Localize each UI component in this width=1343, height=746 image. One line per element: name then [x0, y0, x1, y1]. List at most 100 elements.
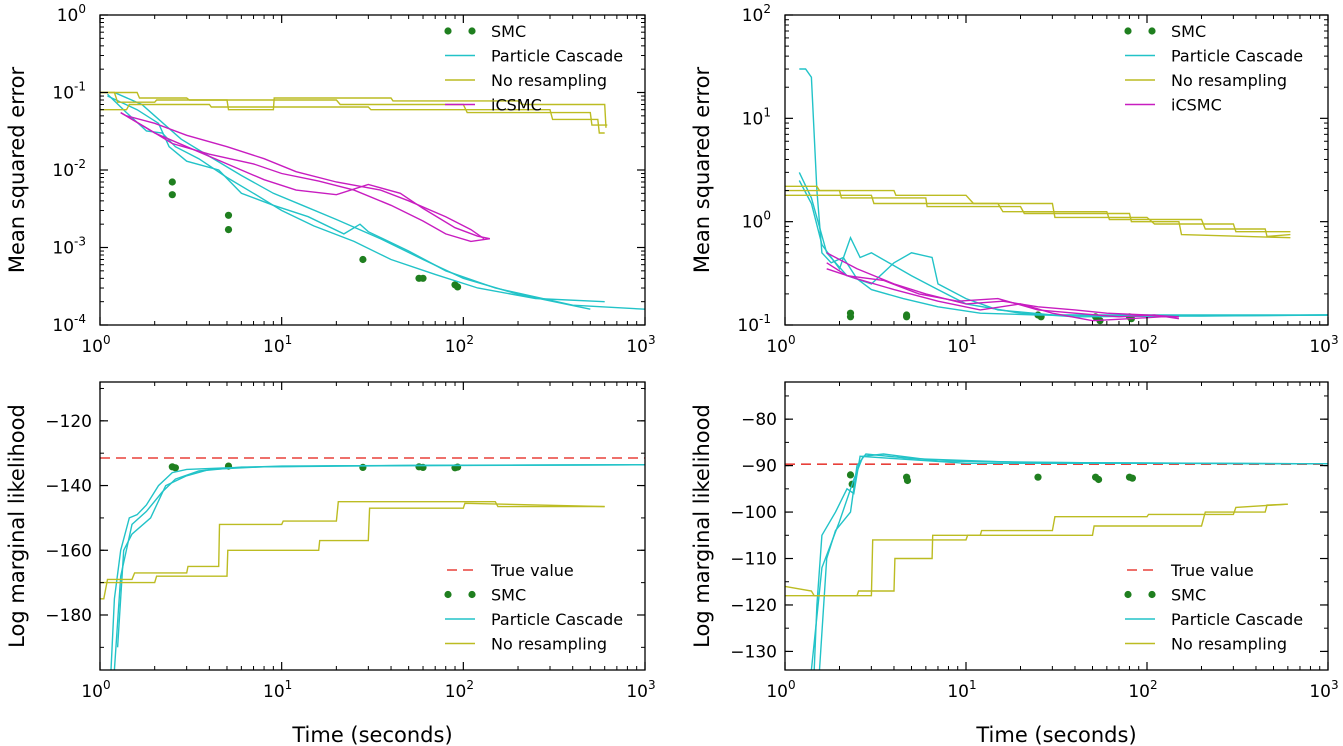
y-axis-label: Log marginal likelihood	[5, 404, 29, 648]
axes-frame	[784, 14, 1329, 326]
smc-point	[1034, 473, 1042, 481]
y-tick-label: 100	[742, 209, 771, 233]
nores-series-line	[785, 194, 1291, 238]
smc-point	[419, 274, 427, 282]
x-tick-label: 101	[947, 333, 976, 357]
x-axis-label: Time (seconds)	[975, 723, 1136, 746]
legend-marker	[468, 590, 476, 599]
legend-label: Particle Cascade	[491, 47, 623, 66]
icsmc-series-line	[120, 111, 490, 243]
y-tick-label: 102	[742, 2, 771, 26]
smc-point	[1095, 475, 1103, 484]
legend: True value SMC Particle Cascade No resampli…	[1124, 561, 1303, 654]
legend-label: iCSMC	[1171, 96, 1222, 115]
x-tick-label: 100	[766, 333, 795, 357]
smc-point	[171, 464, 179, 472]
smc-point	[224, 211, 233, 219]
y-tick-label: −140	[45, 477, 92, 497]
x-tick-label: 101	[263, 333, 292, 357]
legend: SMC Particle Cascade No resampling iCSMC	[1124, 22, 1303, 115]
legend-label: True value	[490, 561, 574, 580]
y-tick-label: −180	[45, 606, 92, 626]
plot-area	[100, 457, 645, 670]
x-tick-label: 102	[1128, 678, 1157, 702]
y-axis-label: Log marginal likelihood	[690, 404, 714, 648]
legend-label: No resampling	[491, 71, 607, 90]
y-tick-label: −130	[730, 642, 777, 662]
icsmc-series-line	[826, 252, 1179, 318]
nores-series-line	[785, 189, 1291, 239]
x-tick-label: 101	[263, 678, 292, 702]
plot-area	[785, 453, 1328, 670]
x-tick-label: 102	[445, 678, 474, 702]
smc-point	[224, 226, 233, 234]
axes-frame	[99, 381, 646, 671]
legend-label: SMC	[491, 22, 526, 41]
smc-point	[454, 283, 462, 291]
icsmc-series-line	[826, 262, 1180, 320]
smc-point	[168, 191, 176, 199]
y-tick-label: −120	[45, 412, 92, 432]
y-tick-label: 100	[57, 2, 86, 26]
x-tick-label: 100	[81, 678, 110, 702]
nores-series-line	[100, 91, 607, 128]
cascade-series-line	[107, 93, 605, 303]
x-tick-label: 103	[626, 333, 655, 357]
icsmc-series-line	[126, 115, 485, 240]
axes-frame	[784, 381, 1329, 671]
smc-point	[168, 178, 176, 186]
cascade-series-line	[798, 172, 1328, 317]
legend-label: iCSMC	[491, 96, 542, 115]
y-tick-label: 10-2	[52, 157, 86, 181]
legend: SMC Particle Cascade No resampling iCSMC	[444, 22, 623, 115]
nores-series-line	[100, 103, 605, 134]
cascade-series-line	[810, 453, 1328, 670]
y-tick-label: −90	[741, 457, 777, 477]
cascade-series-line	[116, 464, 645, 648]
legend-label: SMC	[491, 586, 526, 605]
x-tick-label: 103	[1309, 333, 1338, 357]
smc-point	[903, 313, 911, 321]
cascade-series-line	[107, 95, 645, 310]
y-tick-label: −160	[45, 541, 92, 561]
smc-point	[903, 476, 912, 485]
legend: True value SMC Particle Cascade No resampli…	[444, 561, 623, 654]
nores-series-line	[100, 501, 605, 600]
legend-marker	[1124, 590, 1132, 599]
nores-series-line	[785, 503, 1288, 597]
x-tick-label: 102	[445, 333, 474, 357]
legend-label: No resampling	[1171, 71, 1287, 90]
x-tick-label: 103	[1309, 678, 1338, 702]
legend-marker	[1124, 27, 1132, 35]
legend-label: True value	[1170, 561, 1254, 580]
smc-point	[846, 471, 855, 479]
legend-label: Particle Cascade	[491, 610, 623, 629]
legend-label: No resampling	[1171, 635, 1287, 654]
icsmc-series-line	[120, 111, 491, 240]
y-tick-label: −110	[730, 550, 777, 570]
nores-series-line	[100, 91, 608, 126]
smc-point	[359, 463, 367, 471]
smc-point	[1128, 474, 1136, 482]
y-tick-label: −100	[730, 503, 777, 523]
plot-area	[785, 68, 1328, 325]
legend-marker	[1148, 27, 1156, 35]
legend-label: No resampling	[491, 635, 607, 654]
y-tick-label: 10-1	[52, 80, 86, 104]
y-tick-label: 101	[742, 105, 771, 129]
x-tick-label: 100	[81, 333, 110, 357]
legend-label: Particle Cascade	[1171, 610, 1303, 629]
x-axis-label: Time (seconds)	[291, 723, 452, 746]
legend-label: Particle Cascade	[1171, 47, 1303, 66]
legend-marker	[444, 27, 452, 35]
lml-right-panel: 100 101 102 103 −80 −90 −100 −110 −120 −130 Log ma…	[690, 381, 1339, 746]
mse-left-panel: 100 101 102 103 100 10-1 10-2 10-3 10-4 Mean squa…	[5, 2, 656, 357]
x-tick-label: 102	[1128, 333, 1157, 357]
y-axis-label: Mean squared error	[5, 66, 29, 273]
x-tick-label: 103	[626, 678, 655, 702]
smc-point	[359, 255, 367, 264]
legend-marker	[444, 590, 452, 599]
legend-marker	[1148, 590, 1156, 599]
